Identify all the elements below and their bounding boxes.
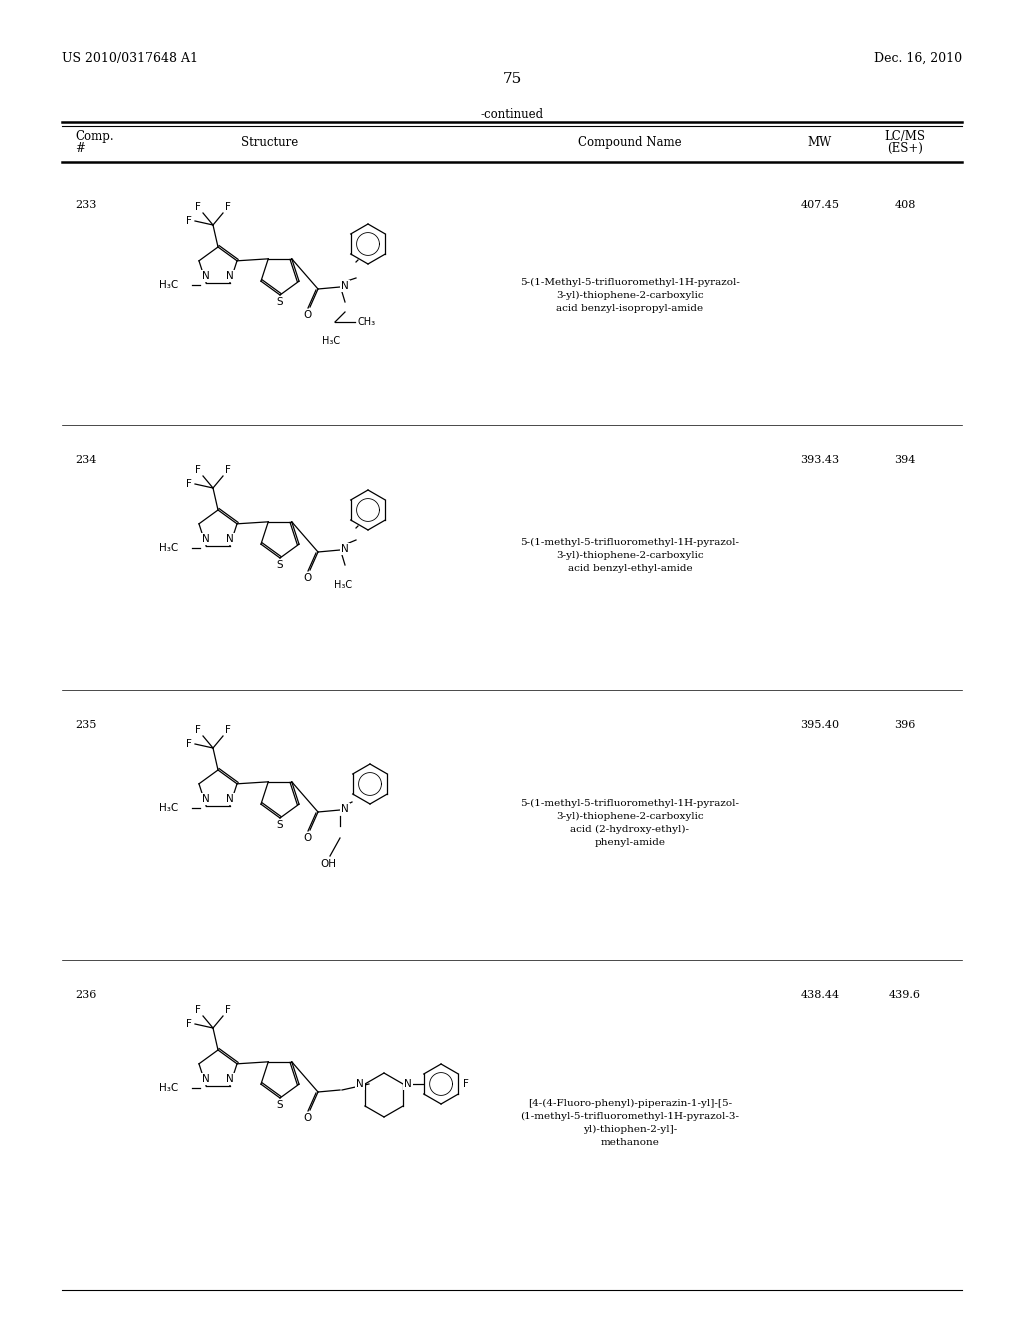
Text: phenyl-amide: phenyl-amide (595, 838, 666, 847)
Text: 5-(1-methyl-5-trifluoromethyl-1H-pyrazol-: 5-(1-methyl-5-trifluoromethyl-1H-pyrazol… (520, 539, 739, 546)
Text: 5-(1-Methyl-5-trifluoromethyl-1H-pyrazol-: 5-(1-Methyl-5-trifluoromethyl-1H-pyrazol… (520, 279, 740, 288)
Text: Comp.: Comp. (75, 129, 114, 143)
Text: H₃C: H₃C (159, 280, 178, 290)
Text: 394: 394 (894, 455, 915, 465)
Text: N: N (341, 804, 349, 814)
Text: N: N (226, 1074, 233, 1084)
Text: F: F (196, 465, 201, 475)
Text: N: N (404, 1078, 412, 1089)
Text: F: F (225, 1005, 230, 1015)
Text: Compound Name: Compound Name (579, 136, 682, 149)
Text: O: O (304, 1113, 312, 1123)
Text: F: F (186, 479, 193, 488)
Text: N: N (203, 271, 210, 281)
Text: N: N (356, 1078, 364, 1089)
Text: [4-(4-Fluoro-phenyl)-piperazin-1-yl]-[5-: [4-(4-Fluoro-phenyl)-piperazin-1-yl]-[5- (528, 1100, 732, 1107)
Text: 3-yl)-thiophene-2-carboxylic: 3-yl)-thiophene-2-carboxylic (556, 290, 703, 300)
Text: O: O (304, 310, 312, 319)
Text: MW: MW (808, 136, 833, 149)
Text: N: N (203, 1074, 210, 1084)
Text: acid (2-hydroxy-ethyl)-: acid (2-hydroxy-ethyl)- (570, 825, 689, 834)
Text: 439.6: 439.6 (889, 990, 921, 1001)
Text: methanone: methanone (600, 1138, 659, 1147)
Text: H₃C: H₃C (322, 337, 340, 346)
Text: H₃C: H₃C (159, 1084, 178, 1093)
Text: 396: 396 (894, 719, 915, 730)
Text: LC/MS: LC/MS (885, 129, 926, 143)
Text: yl)-thiophen-2-yl]-: yl)-thiophen-2-yl]- (583, 1125, 677, 1134)
Text: O: O (304, 833, 312, 843)
Text: H₃C: H₃C (159, 803, 178, 813)
Text: N: N (226, 271, 233, 281)
Text: 3-yl)-thiophene-2-carboxylic: 3-yl)-thiophene-2-carboxylic (556, 550, 703, 560)
Text: F: F (196, 725, 201, 735)
Text: F: F (463, 1078, 469, 1089)
Text: F: F (225, 202, 230, 213)
Text: US 2010/0317648 A1: US 2010/0317648 A1 (62, 51, 198, 65)
Text: F: F (186, 1019, 193, 1030)
Text: (1-methyl-5-trifluoromethyl-1H-pyrazol-3-: (1-methyl-5-trifluoromethyl-1H-pyrazol-3… (520, 1111, 739, 1121)
Text: 408: 408 (894, 201, 915, 210)
Text: F: F (196, 202, 201, 213)
Text: F: F (186, 216, 193, 226)
Text: N: N (341, 281, 349, 290)
Text: Structure: Structure (242, 136, 299, 149)
Text: 395.40: 395.40 (801, 719, 840, 730)
Text: -continued: -continued (480, 108, 544, 121)
Text: 5-(1-methyl-5-trifluoromethyl-1H-pyrazol-: 5-(1-methyl-5-trifluoromethyl-1H-pyrazol… (520, 799, 739, 808)
Text: S: S (276, 820, 284, 830)
Text: N: N (203, 535, 210, 544)
Text: acid benzyl-isopropyl-amide: acid benzyl-isopropyl-amide (556, 304, 703, 313)
Text: S: S (276, 560, 284, 570)
Text: 75: 75 (503, 73, 521, 86)
Text: N: N (226, 795, 233, 804)
Text: O: O (304, 573, 312, 583)
Text: 233: 233 (75, 201, 96, 210)
Text: 3-yl)-thiophene-2-carboxylic: 3-yl)-thiophene-2-carboxylic (556, 812, 703, 821)
Text: 236: 236 (75, 990, 96, 1001)
Text: H₃C: H₃C (159, 544, 178, 553)
Text: OH: OH (319, 859, 336, 869)
Text: CH₃: CH₃ (357, 317, 375, 327)
Text: N: N (203, 795, 210, 804)
Text: 407.45: 407.45 (801, 201, 840, 210)
Text: Dec. 16, 2010: Dec. 16, 2010 (873, 51, 962, 65)
Text: #: # (75, 143, 85, 154)
Text: (ES+): (ES+) (887, 143, 923, 154)
Text: S: S (276, 297, 284, 308)
Text: 393.43: 393.43 (801, 455, 840, 465)
Text: 438.44: 438.44 (801, 990, 840, 1001)
Text: N: N (341, 544, 349, 554)
Text: acid benzyl-ethyl-amide: acid benzyl-ethyl-amide (567, 564, 692, 573)
Text: F: F (196, 1005, 201, 1015)
Text: H₃C: H₃C (334, 579, 352, 590)
Text: S: S (276, 1100, 284, 1110)
Text: F: F (225, 725, 230, 735)
Text: 234: 234 (75, 455, 96, 465)
Text: 235: 235 (75, 719, 96, 730)
Text: F: F (186, 739, 193, 748)
Text: N: N (226, 535, 233, 544)
Text: F: F (225, 465, 230, 475)
